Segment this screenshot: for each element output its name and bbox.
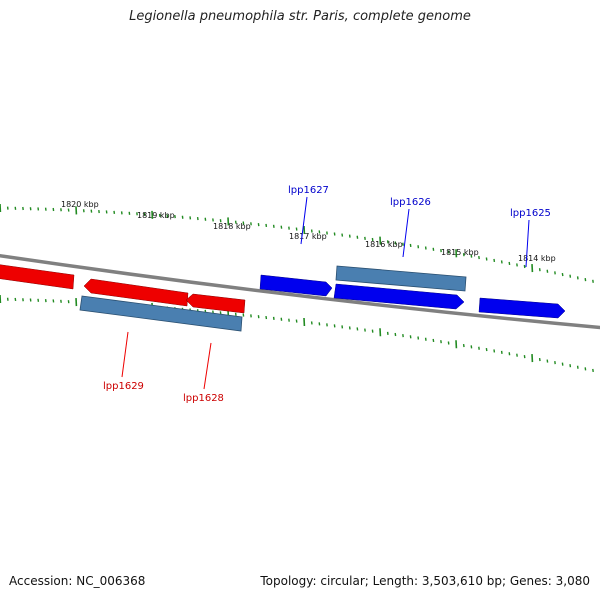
gene-arrow-forward-1 — [259, 274, 333, 297]
gene-label-lpp1627: lpp1627 — [288, 185, 329, 196]
cds-bars — [79, 265, 467, 332]
gene-label-lpp1626: lpp1626 — [390, 197, 431, 208]
scale-label-1818: 1818 kbp — [213, 222, 251, 231]
gene-label-lpp1625: lpp1625 — [510, 208, 551, 219]
scale-label-1814: 1814 kbp — [518, 254, 556, 263]
scale-labels: 1820 kbp 1819 kbp 1818 kbp 1817 kbp 1816… — [61, 200, 556, 263]
cds-bar-lpp1626 — [335, 265, 467, 292]
gene-leader-lines — [121, 196, 530, 390]
scale-label-1817: 1817 kbp — [289, 232, 327, 241]
leader-line-lpp1628 — [203, 342, 212, 390]
scale-label-1816: 1816 kbp — [365, 240, 403, 249]
gene-label-lpp1629: lpp1629 — [103, 381, 144, 392]
scale-label-1815: 1815 kbp — [441, 248, 479, 257]
forward-genes — [259, 274, 566, 319]
scale-label-1819: 1819 kbp — [137, 211, 175, 220]
gene-arrow-lpp1627 — [333, 283, 465, 310]
gene-arrow-lpp1629 — [83, 278, 189, 307]
leader-line-lpp1629 — [121, 331, 129, 378]
map-title: Legionella pneumophila str. Paris, compl… — [129, 9, 471, 24]
gene-arrow-lpp1628 — [185, 293, 246, 314]
cds-bar-lpp1628-lpp1629 — [79, 295, 243, 332]
gene-arrow-reverse-1 — [0, 264, 75, 290]
gene-arrow-lpp1625 — [478, 297, 566, 319]
leader-line-lpp1626 — [402, 208, 410, 258]
genome-backbone — [0, 253, 600, 330]
gene-label-lpp1628: lpp1628 — [183, 393, 224, 404]
leader-line-lpp1627 — [300, 196, 308, 245]
genome-summary-label: Topology: circular; Length: 3,503,610 bp… — [260, 574, 590, 588]
outer-scale-ticks — [0, 203, 594, 283]
leader-line-lpp1625 — [525, 219, 530, 268]
scale-label-1820: 1820 kbp — [61, 200, 99, 209]
reverse-genes — [0, 264, 246, 314]
accession-label: Accession: NC_006368 — [9, 574, 146, 588]
gene-labels: lpp1627 lpp1626 lpp1625 lpp1629 lpp1628 — [103, 185, 551, 404]
